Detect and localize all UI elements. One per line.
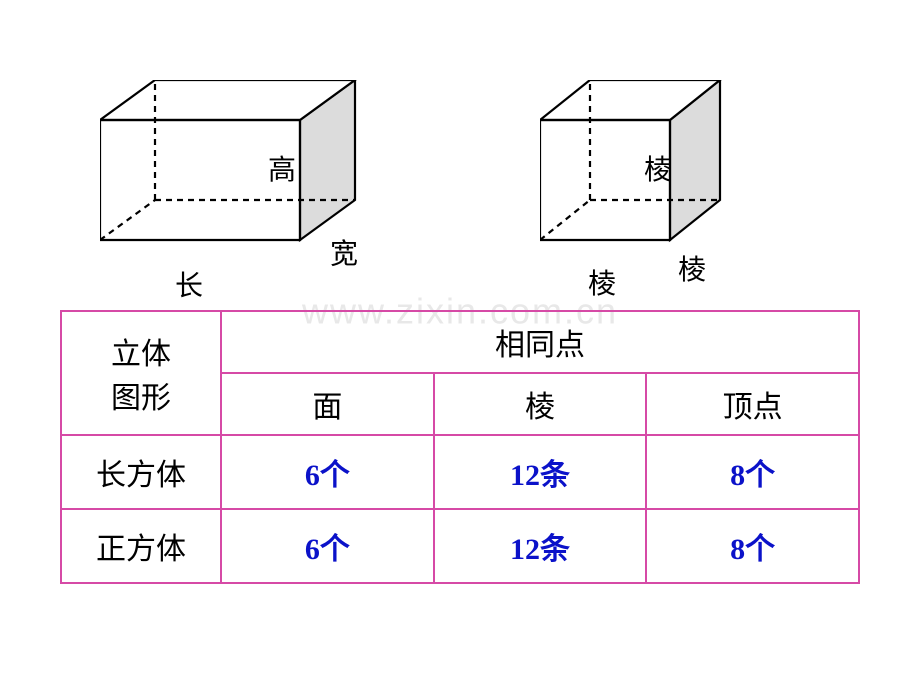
diagram-area: 长 宽 高 棱 棱 棱 [0, 0, 920, 310]
comparison-table: 立体 图形 相同点 面 棱 顶点 长方体 6个 12条 8个 正方体 6个 12… [60, 310, 860, 584]
table-corner-header: 立体 图形 [61, 311, 221, 435]
col-vertices-header: 顶点 [646, 373, 859, 435]
cuboid-height-label: 高 [268, 148, 296, 188]
cuboid-length-label: 长 [175, 264, 203, 304]
cube-right-edge-label: 棱 [678, 248, 706, 288]
table-header-row-1: 立体 图形 相同点 [61, 311, 859, 373]
cuboid-vertices-value: 8个 [646, 435, 859, 509]
row-label-cube: 正方体 [61, 509, 221, 583]
cuboid-edges-value: 12条 [434, 435, 647, 509]
cube-faces-value: 6个 [221, 509, 434, 583]
comparison-table-wrap: 立体 图形 相同点 面 棱 顶点 长方体 6个 12条 8个 正方体 6个 12… [60, 310, 860, 584]
table-row: 长方体 6个 12条 8个 [61, 435, 859, 509]
cube-top-edge-label: 棱 [644, 148, 672, 188]
cuboid-width-label: 宽 [330, 232, 358, 272]
same-points-header: 相同点 [221, 311, 859, 373]
col-edges-header: 棱 [434, 373, 647, 435]
row-label-cuboid: 长方体 [61, 435, 221, 509]
cube-bottom-edge-label: 棱 [588, 262, 616, 302]
cube-vertices-value: 8个 [646, 509, 859, 583]
corner-line-1: 立体 [66, 329, 216, 373]
cube-edges-value: 12条 [434, 509, 647, 583]
cuboid-faces-value: 6个 [221, 435, 434, 509]
col-faces-header: 面 [221, 373, 434, 435]
corner-line-2: 图形 [66, 373, 216, 417]
table-row: 正方体 6个 12条 8个 [61, 509, 859, 583]
